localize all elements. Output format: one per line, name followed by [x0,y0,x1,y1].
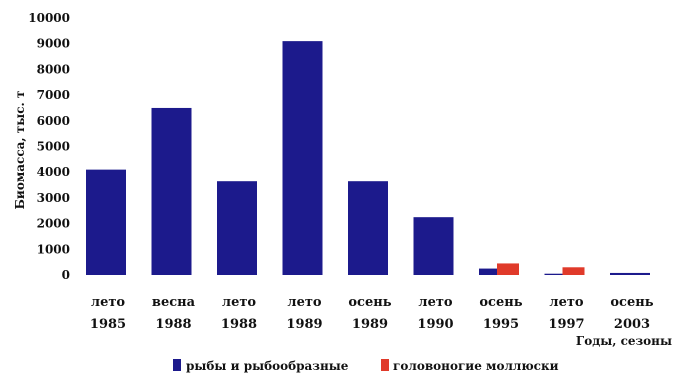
x-category-year: 1985 [90,317,126,332]
x-axis-categories: лето 1985 весна 1988 лето 1988 лето 1989 осень 19… [90,295,654,332]
bar-fish [413,217,454,275]
y-tick-label: 0 [62,268,70,282]
x-category-season: лето [549,295,583,310]
y-tick-label: 5000 [37,140,70,154]
x-category-season: весна [152,295,196,310]
y-tick-label: 8000 [37,62,70,76]
x-axis-label: Годы, сезоны [576,334,672,348]
x-category-season: осень [479,295,522,310]
x-category-season: лето [418,295,452,310]
y-tick-label: 1000 [37,242,70,256]
y-axis-label: Биомасса, тыс. т [13,91,27,210]
x-category-year: 2003 [614,317,650,332]
bar-cephalopods [497,263,519,275]
x-category-year: 1997 [548,317,584,332]
x-category-year: 1990 [417,317,453,332]
legend-swatch-fish [173,359,181,371]
x-category-year: 1995 [483,317,519,332]
y-tick-label: 2000 [37,217,70,231]
bar-cephalopods [562,267,585,275]
y-tick-label: 6000 [37,114,70,128]
x-category-year: 1988 [221,317,257,332]
legend: рыбы и рыбообразные головоногие моллюски [173,359,559,373]
x-category-year: 1989 [352,317,388,332]
x-category-season: осень [348,295,391,310]
x-category-year: 1988 [155,317,191,332]
legend-label-cephalopods: головоногие моллюски [393,359,559,373]
y-tick-label: 3000 [37,191,70,205]
y-tick-label: 7000 [37,88,70,102]
bar-fish [348,181,388,275]
x-category-year: 1989 [286,317,322,332]
bars [86,41,650,275]
legend-label-fish: рыбы и рыбообразные [186,359,349,373]
y-axis-ticks: 0 1000 2000 3000 4000 5000 6000 7000 8000 9000 100… [28,11,70,282]
x-category-season: осень [610,295,653,310]
y-tick-label: 10000 [28,11,70,25]
y-tick-label: 9000 [37,37,70,51]
y-tick-label: 4000 [37,165,70,179]
bar-fish [610,272,650,275]
bar-fish [86,169,126,275]
x-category-season: лето [91,295,125,310]
x-category-season: лето [287,295,321,310]
bar-fish [217,181,257,275]
x-category-season: лето [222,295,256,310]
bar-fish [282,41,323,275]
legend-swatch-cephalopods [381,359,389,371]
bar-fish [151,107,192,275]
